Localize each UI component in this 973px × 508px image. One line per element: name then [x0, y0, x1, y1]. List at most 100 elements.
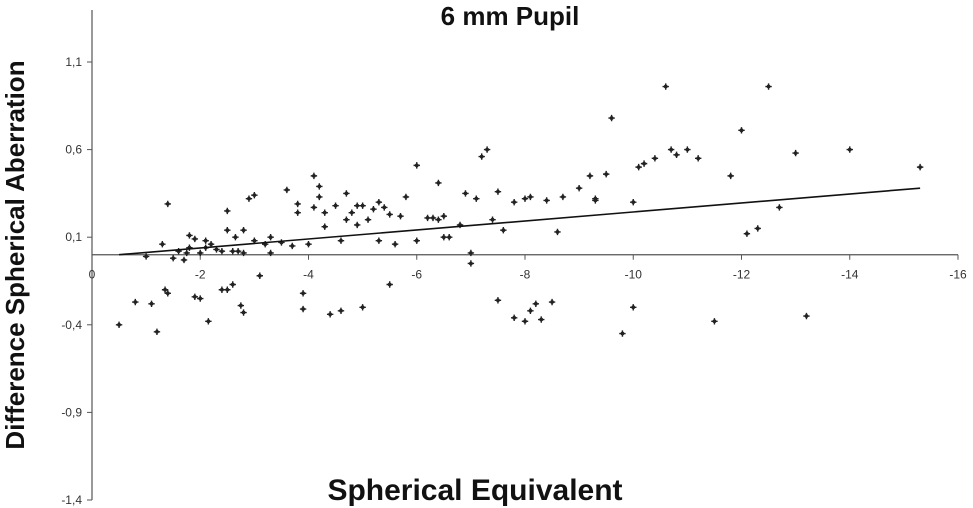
data-point — [180, 256, 188, 264]
data-point — [375, 237, 383, 244]
data-point-cross — [619, 330, 626, 337]
data-point — [738, 127, 745, 134]
data-point-cross — [240, 226, 247, 234]
data-point-cross — [916, 163, 924, 171]
data-point-cross — [159, 241, 166, 248]
x-tick-label: -16 — [949, 268, 967, 282]
data-point-cross — [494, 297, 502, 304]
x-tick-label: -6 — [411, 268, 422, 282]
data-point-cross — [191, 293, 199, 300]
x-tick-label: -4 — [303, 268, 314, 282]
data-point-cross — [267, 234, 274, 241]
data-point — [462, 190, 469, 197]
data-point-cross — [232, 234, 239, 241]
data-point-cross — [397, 212, 404, 220]
data-point-cross — [727, 172, 734, 180]
data-point-cross — [148, 300, 155, 307]
data-point — [197, 295, 204, 302]
data-point — [256, 272, 263, 279]
data-point — [435, 179, 442, 187]
data-point — [164, 290, 171, 297]
data-point-cross — [667, 146, 675, 153]
data-point — [916, 163, 924, 171]
data-point — [343, 216, 350, 223]
data-point — [364, 216, 372, 223]
data-point-cross — [435, 179, 442, 187]
data-point — [299, 290, 307, 297]
data-point-cross — [586, 172, 594, 180]
data-point-cross — [635, 163, 642, 171]
data-point-cross — [500, 226, 507, 234]
data-point — [381, 204, 388, 211]
data-point-cross — [294, 209, 301, 216]
data-point-cross — [375, 237, 383, 244]
data-point-cross — [738, 127, 745, 134]
data-point-cross — [743, 230, 751, 237]
data-point — [359, 202, 366, 209]
data-point — [316, 183, 323, 190]
data-point — [630, 304, 637, 311]
data-point-cross — [354, 202, 361, 209]
data-point-cross — [391, 241, 399, 248]
data-point — [224, 226, 231, 234]
data-point-cross — [332, 202, 339, 209]
data-point-cross — [527, 307, 534, 314]
data-point-cross — [575, 184, 583, 192]
data-point — [630, 198, 637, 206]
data-point-cross — [695, 155, 702, 162]
data-point — [608, 114, 615, 122]
data-point-cross — [164, 290, 171, 297]
data-point-cross — [803, 312, 810, 320]
data-point-cross — [202, 237, 209, 244]
data-point-cross — [321, 209, 328, 216]
data-point-cross — [359, 202, 366, 209]
trend-line — [118, 187, 921, 256]
data-point — [205, 318, 212, 325]
data-point-cross — [153, 328, 161, 336]
data-point-cross — [310, 204, 318, 211]
data-point — [132, 298, 139, 306]
data-point-cross — [294, 200, 301, 208]
data-point — [386, 211, 393, 218]
data-point-cross — [278, 239, 285, 246]
data-point — [440, 234, 448, 241]
data-point-cross — [316, 193, 323, 201]
data-point — [183, 249, 190, 257]
data-point — [207, 241, 215, 248]
data-point-cross — [218, 248, 226, 255]
data-point — [202, 237, 209, 244]
data-point-cross — [370, 205, 377, 213]
data-point-cross — [483, 146, 491, 153]
data-point-cross — [251, 191, 258, 199]
data-point-cross — [256, 272, 263, 279]
data-point — [554, 228, 561, 236]
data-point — [278, 239, 285, 246]
data-point-cross — [245, 195, 253, 202]
data-point — [489, 216, 496, 223]
data-point — [191, 235, 199, 243]
data-point-cross — [321, 223, 328, 230]
data-point-cross — [494, 188, 502, 195]
data-point-cross — [229, 281, 236, 288]
data-point-cross — [473, 195, 480, 202]
data-point — [232, 234, 239, 241]
data-point-cross — [205, 318, 212, 325]
data-point-cross — [197, 295, 204, 302]
data-point-cross — [169, 255, 177, 262]
data-point-cross — [237, 302, 245, 309]
data-point-cross — [326, 311, 334, 318]
data-point — [299, 305, 307, 313]
data-point — [218, 248, 226, 255]
data-point-cross — [348, 209, 355, 216]
data-point — [792, 149, 799, 157]
data-point — [500, 226, 507, 234]
x-axis: 0 -2 -4 -6 -8 -10 -12 -14 -16 — [89, 254, 967, 282]
data-point — [240, 309, 247, 316]
y-ticks: 1,1 0,6 0,1 -0,4 -0,9 -1,4 — [61, 55, 92, 507]
data-point — [635, 163, 642, 171]
data-point — [586, 172, 594, 180]
data-point — [743, 230, 751, 237]
data-point-cross — [846, 146, 853, 153]
data-point — [164, 200, 171, 208]
